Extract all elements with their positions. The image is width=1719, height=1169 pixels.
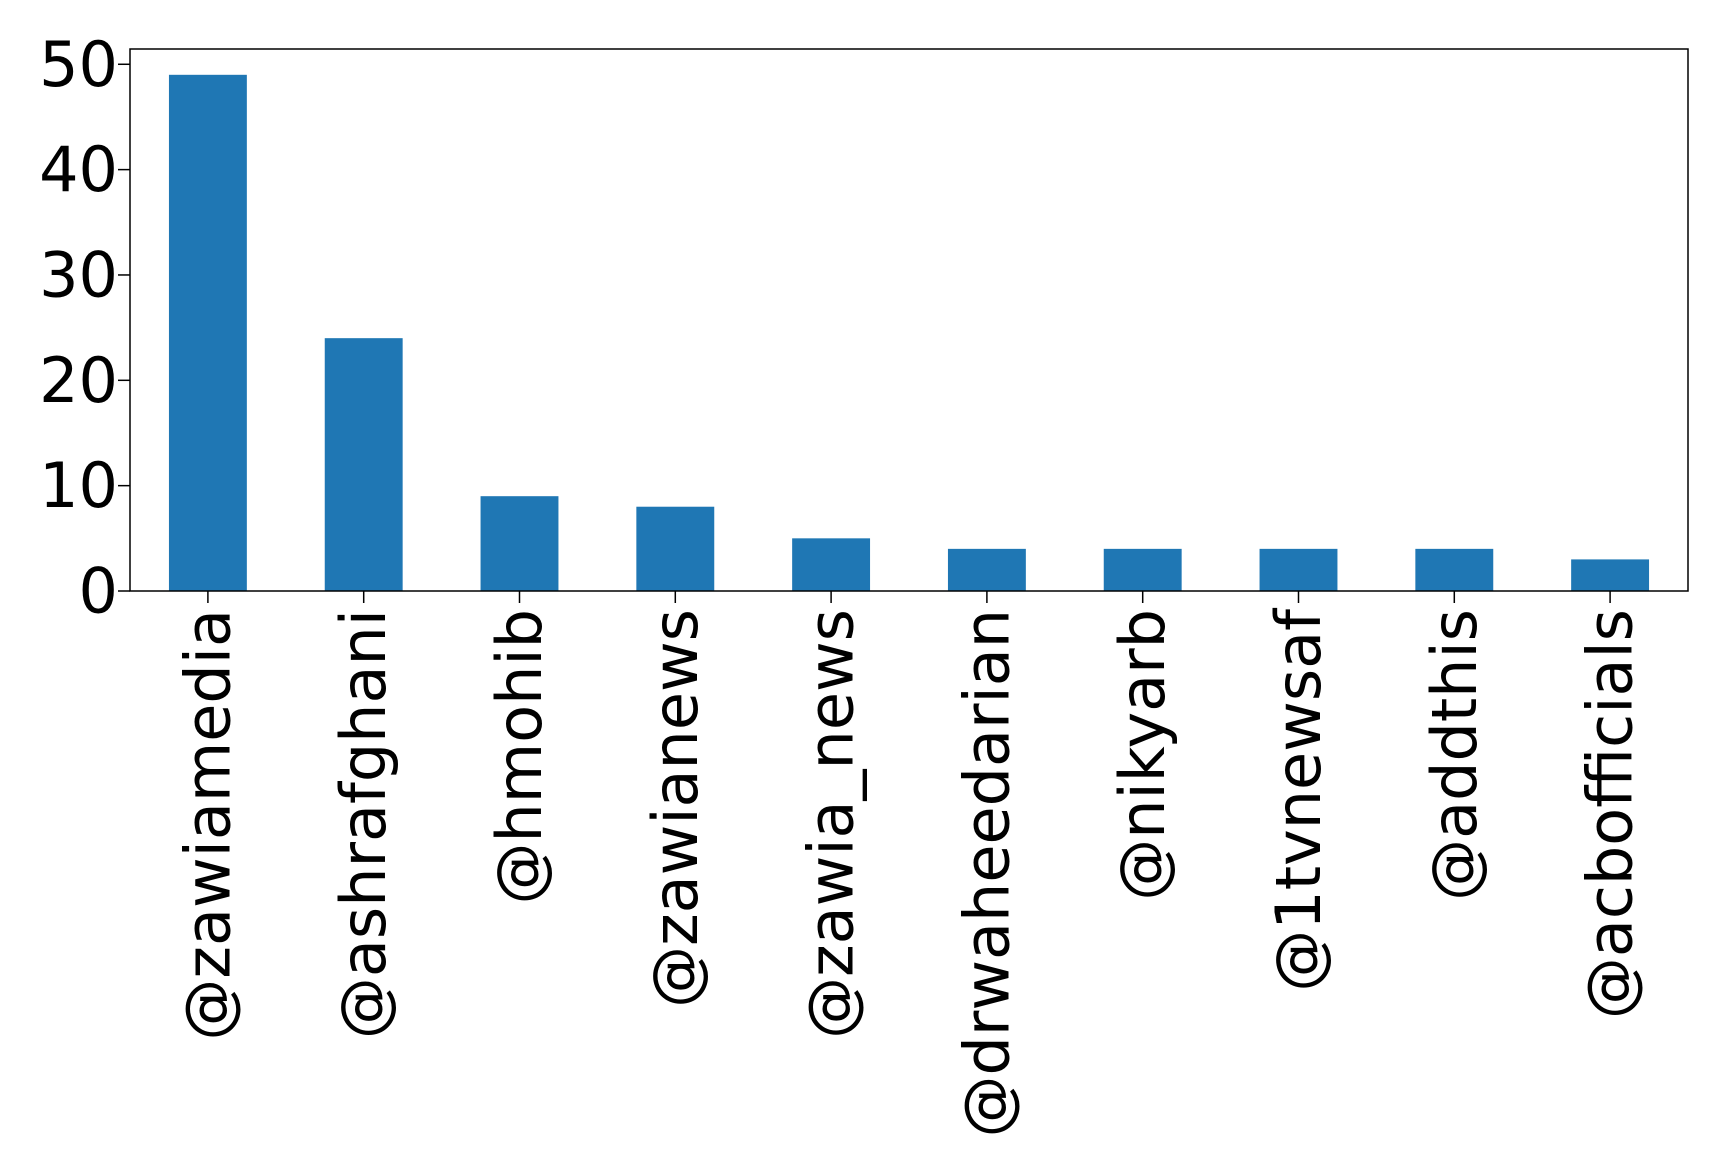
x-tick-label: @acbofficials <box>1574 609 1647 1019</box>
bar-zawianews <box>636 506 715 591</box>
y-axis: 0 10 20 30 40 50 <box>39 28 130 628</box>
bar-zawianews <box>792 538 871 591</box>
x-tick-label: @drwaheedarian <box>950 609 1023 1137</box>
bar-hmohib <box>480 496 559 591</box>
bar-addthis <box>1415 548 1494 591</box>
bar-drwaheedarian <box>947 548 1026 591</box>
bar-acbofficials <box>1571 559 1650 591</box>
y-tick-label: 50 <box>39 28 118 101</box>
bar-nikyarb <box>1103 548 1182 591</box>
y-tick-label: 30 <box>39 238 118 311</box>
y-tick-label: 0 <box>79 555 118 628</box>
x-tick-label: @addthis <box>1418 609 1491 901</box>
bars-layer <box>168 74 1650 591</box>
y-tick-label: 20 <box>39 344 118 417</box>
x-tick-label: @zawiamedia <box>171 609 244 1041</box>
bar-zawiamedia <box>168 74 247 591</box>
bar-1tvnewsaf <box>1259 548 1338 591</box>
plot-area-frame <box>129 48 1689 592</box>
x-tick-label: @hmohib <box>483 609 556 905</box>
x-tick-label: @zawianews <box>639 609 712 1008</box>
x-axis: @zawiamedia @ashrafghani @hmohib @zawianews… <box>171 591 1647 1137</box>
x-tick-label: @zawia_news <box>795 609 868 1039</box>
x-tick-label: @ashrafghani <box>327 609 400 1039</box>
x-tick-label: @nikyarb <box>1106 609 1179 901</box>
y-tick-label: 40 <box>39 133 118 206</box>
y-tick-label: 10 <box>39 449 118 522</box>
bar-ashrafghani <box>324 338 403 591</box>
x-tick-label: @1tvnewsaf <box>1262 607 1335 992</box>
